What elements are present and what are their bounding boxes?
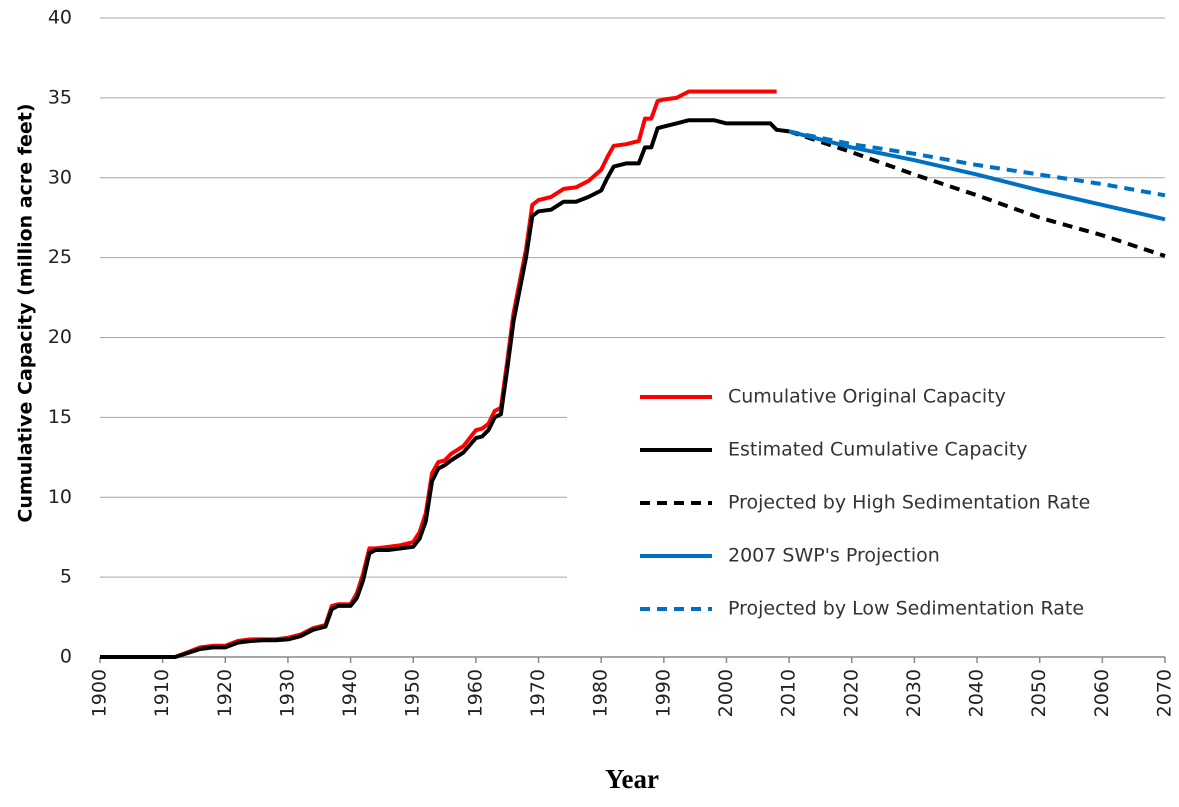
y-tick-label: 15	[48, 406, 72, 428]
x-tick-label: 1910	[151, 669, 173, 717]
x-tick-label: 2030	[903, 669, 925, 717]
y-tick-label: 30	[48, 166, 72, 188]
x-tick-label: 2000	[715, 669, 737, 717]
series-line	[788, 129, 1166, 258]
y-tick-label: 0	[60, 646, 72, 668]
x-tick-label: 2070	[1154, 669, 1176, 717]
legend-label: Projected by High Sedimentation Rate	[728, 492, 1090, 514]
y-axis-label: Cumulative Capacity (million acre feet)	[15, 103, 37, 522]
legend-label: Estimated Cumulative Capacity	[728, 439, 1028, 461]
x-tick-label: 1920	[214, 669, 236, 717]
x-tick-label: 1970	[527, 669, 549, 717]
series-line	[788, 129, 1166, 222]
y-tick-label: 20	[48, 326, 72, 348]
x-tick-label: 2050	[1028, 669, 1050, 717]
x-tick-label: 2020	[840, 669, 862, 717]
x-axis-label: Year	[605, 764, 659, 794]
x-tick-label: 1980	[590, 669, 612, 717]
x-tick-label: 1900	[89, 669, 111, 717]
y-tick-label: 35	[48, 86, 72, 108]
legend: Cumulative Original Capacity Estimated Cu…	[567, 362, 1165, 644]
legend-label: Projected by Low Sedimentation Rate	[728, 598, 1084, 620]
series-line	[100, 118, 790, 659]
x-tick-label: 1960	[464, 669, 486, 717]
x-tick-label: 1940	[339, 669, 361, 717]
series-line	[788, 129, 1166, 198]
x-tick-label: 2060	[1091, 669, 1113, 717]
x-tick-label: 2040	[966, 669, 988, 717]
y-tick-label: 40	[48, 7, 72, 29]
x-tick-label: 2010	[778, 669, 800, 717]
y-tick-label: 10	[48, 486, 72, 508]
x-tick-label: 1930	[276, 669, 298, 717]
y-tick-label: 5	[60, 566, 72, 588]
x-tick-label: 1950	[402, 669, 424, 717]
y-tick-label: 25	[48, 246, 72, 268]
legend-label: 2007 SWP's Projection	[728, 545, 940, 567]
x-tick-label: 1990	[652, 669, 674, 717]
legend-label: Cumulative Original Capacity	[728, 386, 1006, 408]
